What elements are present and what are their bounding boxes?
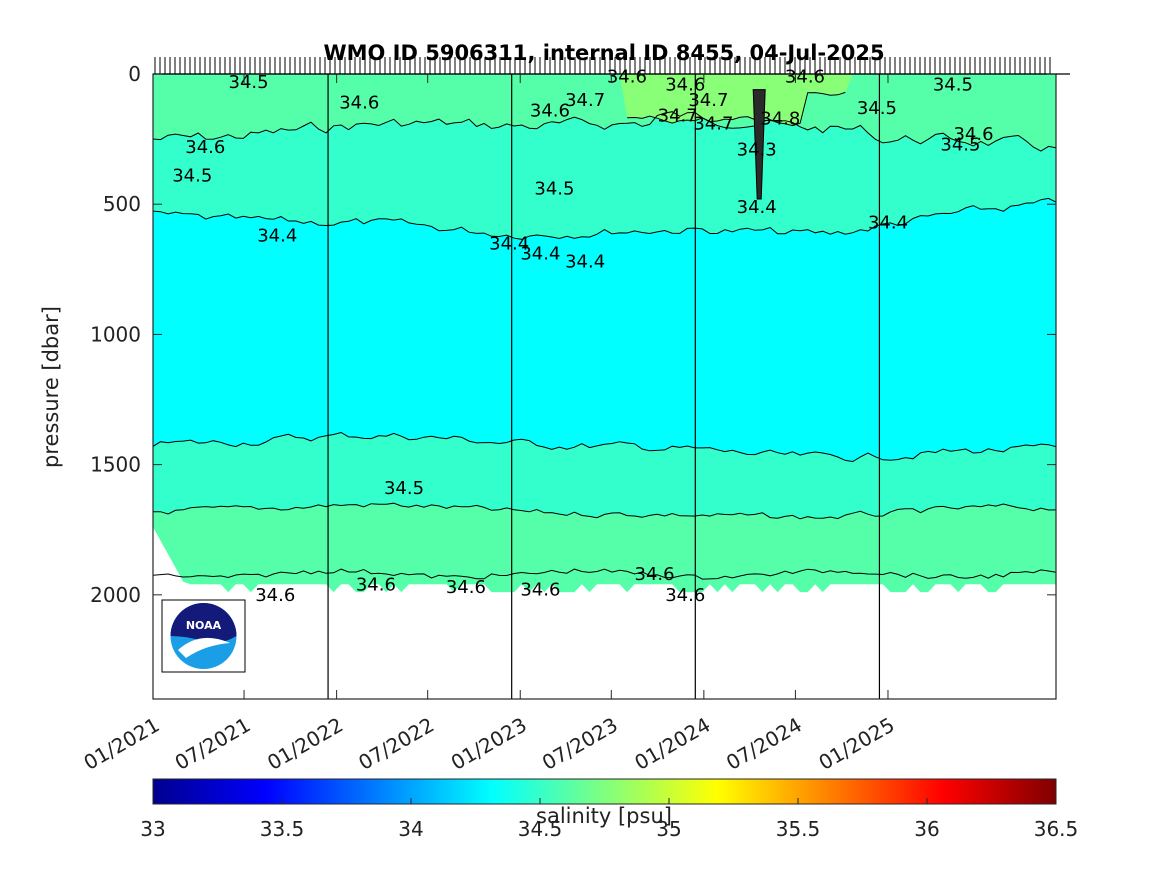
contour-label-28: 34.6	[446, 577, 486, 598]
contour-label-21: 34.4	[868, 212, 908, 233]
contour-label-7: 34.4	[565, 252, 605, 273]
contour-line-34.5-1	[153, 197, 1056, 240]
x-tick-label-6: 01/2024	[630, 713, 714, 775]
colorbar-tick-label-4: 35	[656, 817, 681, 841]
salinity-band-34.5-deep	[153, 432, 1056, 519]
contour-label-15: 34.7	[693, 113, 733, 134]
contour-label-29: 34.6	[520, 580, 560, 601]
salinity-band-34.4	[153, 198, 1056, 462]
y-tick-label-1: 500	[103, 192, 141, 216]
contour-labels: 34.534.634.634.534.4 34.434.4 34.434.534.6…	[172, 67, 993, 606]
colorbar-tick-label-1: 33.5	[260, 817, 305, 841]
colorbar-tick-label-5: 35.5	[776, 817, 821, 841]
contour-label-23: 34.6	[953, 124, 993, 145]
x-tick-label-5: 07/2023	[538, 713, 622, 775]
contour-label-3: 34.5	[172, 166, 212, 187]
chart-title: WMO ID 5906311, internal ID 8455, 04-Jul…	[323, 41, 884, 65]
y-tick-label-3: 1500	[90, 453, 141, 477]
contour-line-34.6-0	[153, 111, 1056, 152]
contour-label-4: 34.4	[257, 225, 297, 246]
contour-label-8: 34.5	[534, 179, 574, 200]
contour-label-14: 34.6	[665, 74, 705, 95]
contour-label-5: 34.4	[489, 233, 529, 254]
y-tick-label-2: 1000	[90, 322, 141, 346]
y-tick-label-4: 2000	[90, 583, 141, 607]
contour-label-24: 34.5	[940, 134, 980, 155]
colorbar: 33 33.5 34 34.5 35 35.5 36 36.5 salinity [psu]	[140, 778, 1079, 841]
y-axis-label: pressure [dbar]	[39, 306, 63, 468]
contour-label-17: 34.3	[737, 140, 777, 161]
y-tick-label-0: 0	[128, 62, 141, 86]
contour-line-34.6-deep	[153, 568, 1056, 580]
contour-label-12: 34.7	[658, 106, 698, 127]
svg-text:NOAA: NOAA	[186, 619, 222, 632]
contour-label-18: 34.4	[737, 197, 777, 218]
profile-tick-marks	[153, 57, 1070, 75]
contour-label-10: 34.6	[530, 100, 570, 121]
contour-label-25: 34.5	[384, 478, 424, 499]
x-tick-label-0: 01/2021	[80, 713, 164, 775]
contour-line-34.6-3	[153, 502, 1056, 520]
contour-label-1: 34.6	[339, 93, 379, 114]
contour-label-26: 34.6	[255, 585, 295, 606]
contour-label-30: 34.6	[635, 564, 675, 585]
noaa-logo: NOAA	[161, 599, 246, 673]
salinity-band-34.7-surface	[153, 74, 1056, 126]
contour-spike	[752, 89, 766, 200]
contour-label-11: 34.7	[565, 90, 605, 111]
contour-label-6: 34.4	[520, 244, 560, 265]
colorbar-gradient	[152, 778, 1057, 805]
contour-lines	[153, 89, 1056, 580]
contour-label-0: 34.5	[229, 72, 269, 93]
salinity-band-34.5-upper	[153, 111, 1056, 240]
x-tick-label-3: 07/2022	[354, 713, 438, 775]
contour-label-27: 34.6	[356, 574, 396, 595]
year-lines	[327, 74, 881, 699]
x-tick-label-8: 01/2025	[815, 713, 899, 775]
x-tick-label-1: 07/2021	[171, 713, 255, 775]
colorbar-label: salinity [psu]	[536, 804, 672, 828]
contour-label-20: 34.5	[857, 98, 897, 119]
contour-label-2: 34.6	[185, 137, 225, 158]
no-data-region	[153, 527, 1056, 699]
x-tick-label-7: 07/2024	[722, 713, 806, 775]
salinity-band-34.6-bottom	[153, 503, 1056, 593]
colorbar-tick-label-6: 36	[914, 817, 939, 841]
x-tick-label-2: 01/2022	[263, 713, 347, 775]
y-axis: 0 500 1000 1500 2000	[90, 62, 1056, 607]
colorbar-tick-label-2: 34	[398, 817, 423, 841]
salinity-section	[153, 74, 1056, 699]
contour-label-9: 34.6	[607, 67, 647, 88]
contour-line-34.5-2	[153, 431, 1056, 463]
colorbar-tick-label-7: 36.5	[1034, 817, 1079, 841]
colorbar-tick-label-3: 34.5	[518, 817, 563, 841]
contour-label-13: 34.7	[688, 90, 728, 111]
contour-label-22: 34.5	[933, 74, 973, 95]
x-tick-label-4: 01/2023	[447, 713, 531, 775]
contour-label-16: 34.8	[760, 108, 800, 129]
contour-label-31: 34.6	[665, 585, 705, 606]
contour-line-34.7	[627, 91, 846, 127]
colorbar-tick-label-0: 33	[140, 817, 165, 841]
